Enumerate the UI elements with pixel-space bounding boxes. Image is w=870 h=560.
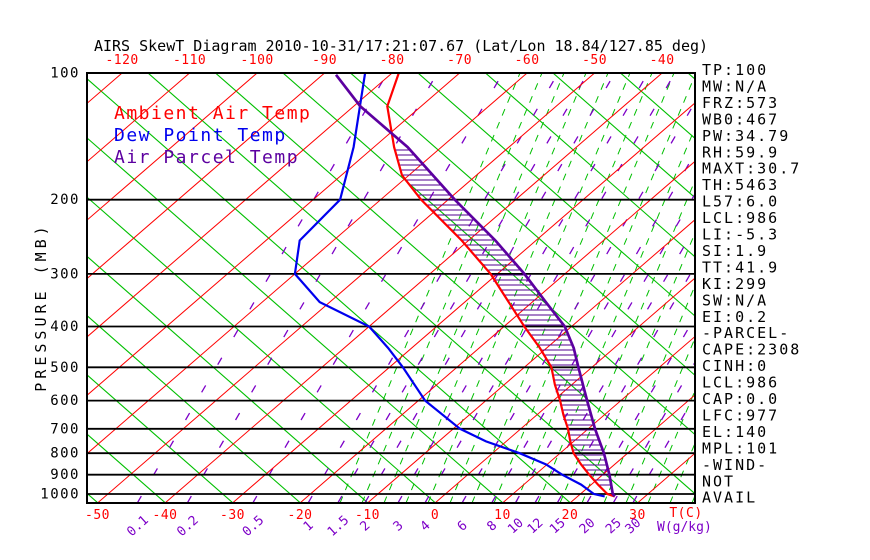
stat-item: PW:34.79 (702, 127, 790, 145)
legend-item: Air Parcel Temp (114, 147, 299, 168)
top-temp-tick-label: -90 (312, 53, 337, 68)
stat-item: TT:41.9 (702, 258, 779, 276)
stat-item: MW:N/A (702, 78, 768, 96)
stat-item: SI:1.9 (702, 242, 768, 260)
temp-unit-label: T(C) (669, 506, 702, 521)
stat-item: FRZ:573 (702, 94, 779, 112)
parcel-temp-curve (334, 74, 616, 498)
stat-item: L57:6.0 (702, 193, 779, 211)
bottom-temp-tick-label: 30 (629, 508, 646, 523)
pressure-axis-title: PRESSURE (MB) (32, 222, 50, 391)
pressure-tick-label: 200 (50, 192, 80, 208)
mixing-ratio-tick-label: 12 (525, 516, 547, 538)
bottom-temp-tick-label: -20 (288, 508, 313, 523)
mixing-ratio-tick-label: 6 (455, 518, 471, 534)
pressure-tick-label: 500 (50, 360, 80, 376)
bottom-temp-tick-label: 0 (431, 508, 439, 523)
pressure-tick-label: 300 (50, 266, 80, 282)
stat-item: CINH:0 (702, 357, 768, 375)
mixing-ratio-tick-label: 0.2 (174, 513, 201, 540)
stat-item: LCL:986 (702, 209, 779, 227)
stat-item: -WIND- (702, 456, 768, 474)
bottom-temp-tick-label: -10 (355, 508, 380, 523)
stat-item: EI:0.2 (702, 308, 768, 326)
mixing-ratio-tick-label: 0.1 (124, 513, 151, 540)
stat-item: KI:299 (702, 275, 768, 293)
bottom-temp-tick-label: -50 (85, 508, 110, 523)
moist-adiabat-lines (339, 74, 694, 502)
stat-item: TP:100 (702, 61, 768, 79)
stat-item: MPL:101 (702, 439, 779, 457)
bottom-temp-tick-label: -30 (220, 508, 245, 523)
pressure-tick-label: 800 (50, 446, 80, 462)
top-temp-tick-label: -60 (515, 53, 540, 68)
mixing-ratio-tick-label: 25 (603, 516, 625, 538)
bottom-temp-tick-label: 10 (494, 508, 511, 523)
stat-item: WB0:467 (702, 110, 779, 128)
plot-border (86, 72, 696, 504)
top-temp-tick-label: -70 (447, 53, 472, 68)
stat-item: TH:5463 (702, 176, 779, 194)
bottom-temp-axis-labels: -50 -40 -30 -20 -10 0 10 20 30 T(C) (85, 506, 702, 523)
stat-item: LCL:986 (702, 374, 779, 392)
stat-item: RH:59.9 (702, 143, 779, 161)
top-temp-tick-label: -100 (240, 53, 273, 68)
top-temp-axis-labels: -120 -110 -100 -90 -80 -70 -60 -50 -40 (105, 53, 674, 68)
stat-item: CAP:0.0 (702, 390, 779, 408)
pressure-tick-label: 400 (50, 319, 80, 335)
stat-item: LI:-5.3 (702, 226, 779, 244)
mixing-ratio-tick-label: 1 (301, 518, 317, 534)
top-temp-tick-label: -40 (650, 53, 675, 68)
mixing-ratio-tick-label: 3 (391, 518, 407, 534)
stat-item: AVAIL (702, 489, 757, 507)
top-temp-tick-label: -110 (173, 53, 206, 68)
chart-title: AIRS SkewT Diagram 2010-10-31/17:21:07.6… (93, 37, 709, 55)
stat-item: MAXT:30.7 (702, 160, 801, 178)
pressure-tick-label: 900 (50, 467, 80, 483)
dew-point-curve (293, 74, 605, 498)
stat-item: CAPE:2308 (702, 341, 801, 359)
stats-panel: TP:100MW:N/AFRZ:573WB0:467PW:34.79RH:59.… (702, 61, 801, 507)
mixing-ratio-tick-label: 20 (577, 516, 599, 538)
pressure-axis-labels: 100 200 300 400 500 600 700 800 900 1000 (40, 66, 80, 503)
stat-item: LFC:977 (702, 406, 779, 424)
mixing-ratio-tick-label: 1.5 (325, 513, 352, 540)
bottom-temp-tick-label: -40 (153, 508, 178, 523)
pressure-tick-label: 1000 (40, 487, 80, 503)
bottom-temp-tick-label: 20 (562, 508, 579, 523)
legend-item: Dew Point Temp (114, 125, 287, 146)
mixing-unit-label: W(g/kg) (657, 520, 712, 535)
pressure-tick-label: 100 (50, 66, 80, 82)
top-temp-tick-label: -120 (105, 53, 138, 68)
top-temp-tick-label: -80 (380, 53, 405, 68)
stat-item: -PARCEL- (702, 324, 790, 342)
top-temp-tick-label: -50 (582, 53, 607, 68)
isotherm-lines (88, 74, 694, 502)
dry-adiabat-lines (88, 74, 694, 502)
pressure-tick-label: 700 (50, 421, 80, 437)
pressure-tick-label: 600 (50, 393, 80, 409)
cape-hatch-area (395, 149, 611, 486)
stat-item: NOT (702, 472, 735, 490)
legend-item: Ambient Air Temp (114, 103, 311, 124)
ambient-temp-curve (386, 74, 616, 498)
stat-item: EL:140 (702, 423, 768, 441)
stat-item: SW:N/A (702, 291, 768, 309)
